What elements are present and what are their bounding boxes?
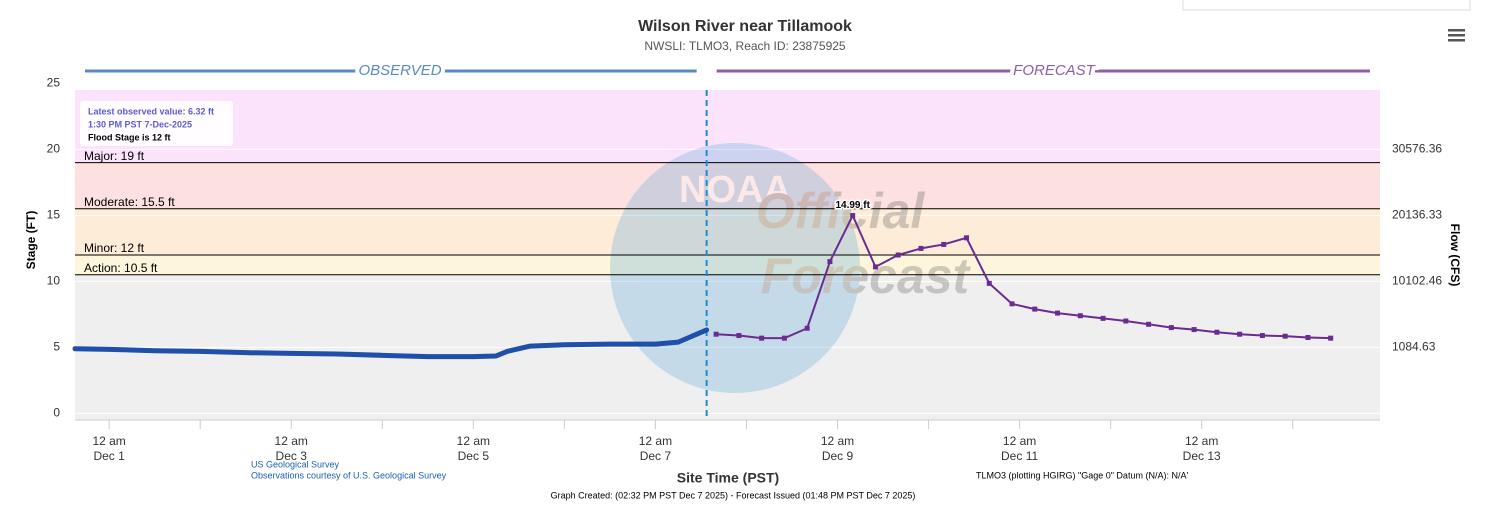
annotation-text: 1:30 PM PST 7-Dec-2025 bbox=[88, 119, 192, 129]
y2-axis-label: Flow (CFS) bbox=[1448, 224, 1462, 287]
band bbox=[75, 162, 1380, 209]
point bbox=[850, 213, 856, 219]
point bbox=[1123, 318, 1129, 324]
plot-area bbox=[75, 90, 1380, 420]
source: US Geological Survey bbox=[251, 459, 340, 469]
watermark-text: Forecast bbox=[761, 248, 972, 304]
y2-tick-label: 10102.46 bbox=[1392, 274, 1442, 288]
observed-label: OBSERVED bbox=[358, 62, 441, 79]
series-line bbox=[715, 214, 1332, 340]
point bbox=[918, 245, 924, 251]
point bbox=[986, 280, 992, 286]
point bbox=[1259, 333, 1265, 339]
y-tick-label: 15 bbox=[47, 208, 61, 222]
point bbox=[804, 325, 810, 331]
x-tick-label: 12 am Dec 13 bbox=[1182, 434, 1221, 463]
point bbox=[872, 264, 878, 270]
point bbox=[1032, 306, 1038, 312]
flood-label: Major: 19 ft bbox=[84, 149, 145, 163]
point bbox=[1282, 333, 1288, 339]
flood-label: Action: 10.5 ft bbox=[84, 261, 158, 275]
x-tick-label: 12 am Dec 1 bbox=[92, 434, 126, 463]
watermark-text: NOAA bbox=[679, 169, 791, 211]
menu-bar[interactable] bbox=[1448, 29, 1465, 32]
chart-title: Wilson River near Tillamook bbox=[638, 18, 852, 35]
y-tick-label: 10 bbox=[47, 274, 61, 288]
point bbox=[736, 333, 742, 339]
x-tick-label: 12 am Dec 3 bbox=[274, 434, 308, 463]
annotation: Latest observed value: 6.32 ft 1:30 PM PS… bbox=[80, 101, 233, 146]
point bbox=[1191, 327, 1197, 333]
chart-subtitle: NWSLI: TLMO3, Reach ID: 23875925 bbox=[644, 39, 846, 53]
x-tick-label: 12 am Dec 5 bbox=[456, 434, 490, 463]
point bbox=[827, 259, 833, 265]
source: Observations courtesy of U.S. Geological… bbox=[251, 470, 447, 480]
point bbox=[963, 235, 969, 241]
point bbox=[1146, 321, 1152, 327]
point bbox=[1168, 325, 1174, 331]
point bbox=[895, 252, 901, 258]
band bbox=[75, 208, 1380, 255]
flood-label: Minor: 12 ft bbox=[84, 241, 145, 255]
x-axis-label: Site Time (PST) bbox=[677, 470, 779, 486]
annotation-text: Latest observed value: 6.32 ft bbox=[88, 106, 214, 116]
y-axis-label: Stage (FT) bbox=[24, 211, 38, 270]
y-tick-label: 20 bbox=[47, 142, 61, 156]
y2-tick-label: 30576.36 bbox=[1392, 142, 1442, 156]
point bbox=[941, 241, 947, 247]
point bbox=[1055, 310, 1061, 316]
point bbox=[1214, 329, 1220, 335]
band bbox=[75, 90, 1380, 163]
point bbox=[1328, 335, 1334, 341]
point bbox=[1100, 315, 1106, 321]
watermark-text: Official bbox=[756, 183, 926, 239]
point bbox=[1305, 335, 1311, 340]
value-label: 14.99 ft bbox=[835, 200, 870, 211]
menu-bar[interactable] bbox=[1448, 39, 1465, 42]
x-tick-label: 12 am Dec 7 bbox=[638, 434, 673, 463]
x-tick-label: 12 am Dec 9 bbox=[820, 434, 855, 463]
menu-bar[interactable] bbox=[1448, 34, 1465, 37]
series-line bbox=[72, 327, 710, 360]
y2-tick-label: 1084.63 bbox=[1392, 340, 1436, 354]
point bbox=[759, 335, 765, 341]
x-tick-label: 12 am Dec 11 bbox=[1001, 434, 1039, 463]
watermark-circle bbox=[610, 143, 860, 393]
point bbox=[1237, 331, 1243, 337]
point bbox=[1009, 301, 1015, 307]
y2-tick-label: 20136.33 bbox=[1392, 208, 1442, 222]
top-box bbox=[1182, 0, 1471, 11]
datum-note: TLMO3 (plotting HGIRG) "Gage 0" Datum (N… bbox=[976, 470, 1188, 480]
point bbox=[781, 335, 787, 341]
menu-button[interactable] bbox=[1448, 29, 1465, 42]
flood-label: Moderate: 15.5 ft bbox=[84, 195, 175, 209]
forecast-label: FORECAST bbox=[1013, 62, 1097, 79]
point bbox=[713, 331, 719, 337]
footer: Graph Created: (02:32 PM PST Dec 7 2025)… bbox=[551, 490, 916, 500]
annotation-box bbox=[80, 101, 233, 146]
y-tick-label: 0 bbox=[53, 406, 60, 420]
annotation-text: Flood Stage is 12 ft bbox=[88, 132, 171, 142]
point bbox=[1077, 313, 1083, 319]
y-tick-label: 25 bbox=[47, 76, 61, 90]
band bbox=[75, 255, 1380, 275]
y-tick-label: 5 bbox=[53, 340, 60, 354]
